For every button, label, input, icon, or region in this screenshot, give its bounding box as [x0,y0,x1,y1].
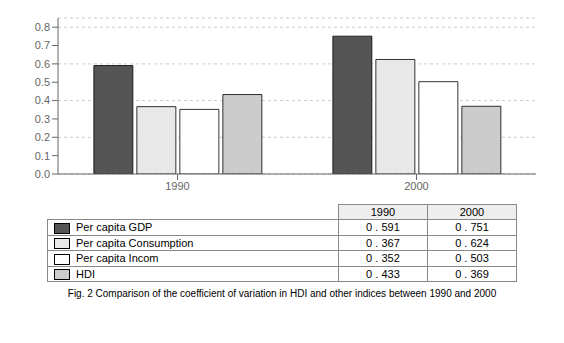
html-text:HDI: HDI [76,267,95,280]
html-text:Per capita GDP: Per capita GDP [76,221,153,233]
html-text:Per capita Consumption: Per capita Consumption [76,236,194,249]
html-text:1990: 1990 [370,206,396,218]
html-text:0 . 352: 0 . 352 [366,252,400,265]
html-text:0 . 591: 0 . 591 [366,221,400,234]
svg-text:0.8: 0.8 [35,21,50,33]
html-text:0 . 433: 0 . 433 [366,268,400,281]
html-text:0 . 369: 0 . 369 [455,268,489,281]
html-text:0 . 751: 0 . 751 [455,221,489,234]
svg-text:0.4: 0.4 [35,94,50,106]
html-text:0 . 367: 0 . 367 [366,236,400,249]
svg-text:0.0: 0.0 [35,168,50,180]
svg-text:0.6: 0.6 [35,58,50,70]
html-text:0 . 503: 0 . 503 [455,252,489,265]
svg-text:1990: 1990 [165,180,189,192]
html-text:Per capita Incom: Per capita Incom [76,252,159,265]
svg-text:0.1: 0.1 [35,150,50,162]
svg-text:0.7: 0.7 [35,39,50,51]
svg-text:0.5: 0.5 [35,76,50,88]
html-text:Fig. 2 Comparison of the coeff: Fig. 2 Comparison of the coefficient of … [67,288,497,300]
svg-text:2000: 2000 [404,180,428,192]
svg-text:0.2: 0.2 [35,131,50,143]
svg-text:0.3: 0.3 [35,113,50,125]
html-text:2000: 2000 [459,206,485,218]
html-text:0 . 624: 0 . 624 [455,236,489,249]
